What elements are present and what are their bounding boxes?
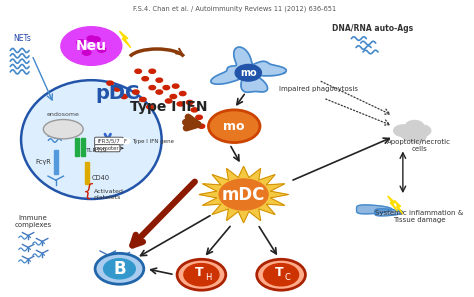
Circle shape <box>146 105 153 109</box>
Text: Activated
platelets: Activated platelets <box>94 189 124 200</box>
Circle shape <box>184 264 219 286</box>
Text: mDC: mDC <box>222 186 265 203</box>
Bar <box>75 138 79 156</box>
Circle shape <box>177 102 183 106</box>
Circle shape <box>149 86 155 90</box>
Circle shape <box>149 69 155 73</box>
Text: Type I IFN: Type I IFN <box>130 100 208 114</box>
Text: TLR7/9: TLR7/9 <box>86 148 108 152</box>
Circle shape <box>95 253 144 284</box>
Circle shape <box>140 97 146 102</box>
Circle shape <box>104 259 135 279</box>
Circle shape <box>173 84 179 88</box>
Circle shape <box>107 81 113 85</box>
Circle shape <box>170 94 177 99</box>
Circle shape <box>209 110 260 143</box>
Circle shape <box>405 120 424 132</box>
Text: endosome: endosome <box>47 112 80 117</box>
Text: Neu: Neu <box>76 39 107 53</box>
Circle shape <box>98 47 106 52</box>
Text: promoter: promoter <box>95 146 119 151</box>
Circle shape <box>186 100 193 105</box>
Circle shape <box>165 99 172 103</box>
Text: H: H <box>205 273 211 282</box>
Circle shape <box>196 115 202 119</box>
Circle shape <box>198 124 205 128</box>
Text: C: C <box>285 273 291 282</box>
Text: DNA/RNA auto-Ags: DNA/RNA auto-Ags <box>332 24 413 33</box>
Text: IFR3/5/7: IFR3/5/7 <box>97 139 120 143</box>
Text: FcγR: FcγR <box>36 159 52 165</box>
Circle shape <box>163 86 170 90</box>
Circle shape <box>191 108 198 112</box>
Text: mo: mo <box>240 68 256 78</box>
Text: mo: mo <box>223 120 245 133</box>
Circle shape <box>61 27 122 65</box>
Circle shape <box>133 90 139 94</box>
Polygon shape <box>119 31 131 48</box>
Text: Apoptotic/necrotic
cells: Apoptotic/necrotic cells <box>387 139 451 152</box>
Bar <box>85 162 90 184</box>
Circle shape <box>412 125 431 137</box>
Text: pDC: pDC <box>95 84 139 103</box>
Circle shape <box>135 69 141 73</box>
Circle shape <box>401 128 419 140</box>
Text: T: T <box>195 266 203 279</box>
Bar <box>54 150 58 174</box>
Polygon shape <box>388 196 397 211</box>
Ellipse shape <box>43 120 83 139</box>
Circle shape <box>219 179 268 210</box>
Circle shape <box>264 264 299 286</box>
FancyBboxPatch shape <box>95 145 120 152</box>
Text: Immune
complexes: Immune complexes <box>14 215 51 228</box>
Text: {: { <box>83 183 93 200</box>
Circle shape <box>121 94 128 99</box>
Text: Impaired phagocytosis: Impaired phagocytosis <box>279 86 358 92</box>
Text: F: F <box>124 139 127 143</box>
Polygon shape <box>375 209 403 216</box>
Circle shape <box>82 50 91 55</box>
Circle shape <box>87 36 96 41</box>
Text: F.S.4. Chan et al. / Autoimmunity Reviews 11 (2012) 636-651: F.S.4. Chan et al. / Autoimmunity Review… <box>133 6 336 12</box>
Circle shape <box>142 77 148 81</box>
Ellipse shape <box>21 80 162 199</box>
FancyBboxPatch shape <box>95 137 123 145</box>
Text: Type I IFN gene: Type I IFN gene <box>132 139 174 143</box>
Circle shape <box>393 125 412 137</box>
Polygon shape <box>199 166 288 223</box>
Circle shape <box>235 64 261 81</box>
Polygon shape <box>394 200 403 214</box>
Circle shape <box>92 37 100 42</box>
Circle shape <box>114 87 120 91</box>
Bar <box>81 138 85 156</box>
Circle shape <box>77 40 85 45</box>
Circle shape <box>121 138 130 144</box>
Text: NETs: NETs <box>14 34 31 43</box>
Circle shape <box>408 131 426 143</box>
Text: Systemic inflammation &
Tissue damage: Systemic inflammation & Tissue damage <box>375 210 464 223</box>
Circle shape <box>257 259 305 290</box>
Circle shape <box>180 91 186 96</box>
Polygon shape <box>356 205 392 214</box>
Circle shape <box>156 78 163 82</box>
Circle shape <box>177 259 226 290</box>
Text: B: B <box>113 260 126 278</box>
Text: CD40: CD40 <box>91 175 109 181</box>
Circle shape <box>156 90 163 94</box>
Polygon shape <box>211 47 286 92</box>
Text: T: T <box>274 266 283 279</box>
